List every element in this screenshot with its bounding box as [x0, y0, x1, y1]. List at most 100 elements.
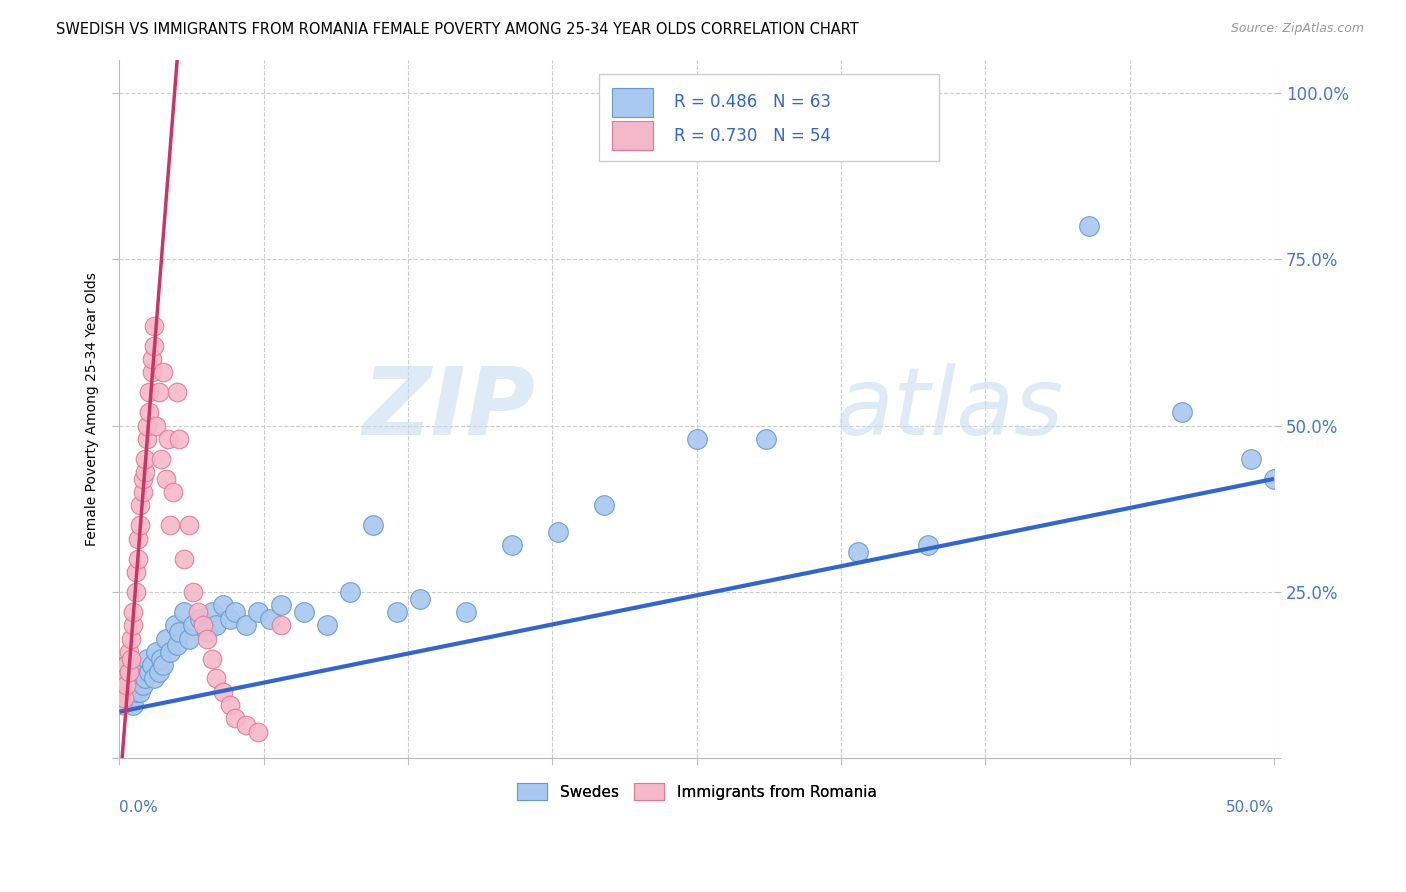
Point — [166, 638, 188, 652]
Point — [191, 618, 214, 632]
Point — [152, 658, 174, 673]
Text: R = 0.486   N = 63: R = 0.486 N = 63 — [673, 94, 831, 112]
Point — [134, 672, 156, 686]
Point — [136, 651, 159, 665]
Text: ZIP: ZIP — [363, 363, 536, 455]
Point — [111, 685, 134, 699]
Point — [162, 485, 184, 500]
Point — [246, 605, 269, 619]
Text: R = 0.730   N = 54: R = 0.730 N = 54 — [673, 127, 831, 145]
Point — [177, 632, 200, 646]
Point — [917, 538, 939, 552]
Point — [129, 499, 152, 513]
Point — [246, 724, 269, 739]
Text: Source: ZipAtlas.com: Source: ZipAtlas.com — [1230, 22, 1364, 36]
Point — [122, 618, 145, 632]
FancyBboxPatch shape — [613, 121, 652, 151]
Point — [111, 685, 134, 699]
Point — [129, 518, 152, 533]
Point — [111, 698, 134, 712]
Point — [138, 665, 160, 679]
Point — [115, 678, 138, 692]
Point — [201, 605, 224, 619]
Point — [118, 665, 141, 679]
Point — [385, 605, 408, 619]
Point — [188, 611, 211, 625]
Point — [127, 551, 149, 566]
Point — [112, 691, 135, 706]
Point — [1170, 405, 1192, 419]
Point — [339, 585, 361, 599]
Point — [136, 418, 159, 433]
Text: 0.0%: 0.0% — [120, 800, 159, 815]
Point — [454, 605, 477, 619]
Point — [148, 665, 170, 679]
Point — [259, 611, 281, 625]
Point — [173, 551, 195, 566]
Point — [122, 605, 145, 619]
Point — [150, 651, 173, 665]
Point — [124, 585, 146, 599]
Point — [177, 518, 200, 533]
Point — [120, 672, 142, 686]
Point — [120, 691, 142, 706]
Point — [270, 599, 292, 613]
Point — [205, 618, 228, 632]
Point — [1240, 451, 1263, 466]
Point — [235, 618, 257, 632]
Point — [131, 472, 153, 486]
Point — [124, 685, 146, 699]
Point — [141, 658, 163, 673]
Point — [156, 432, 179, 446]
Point — [141, 365, 163, 379]
Point — [195, 624, 218, 639]
Point — [292, 605, 315, 619]
Point — [138, 405, 160, 419]
Point — [155, 632, 177, 646]
FancyBboxPatch shape — [613, 87, 652, 117]
Point — [131, 485, 153, 500]
Point — [159, 645, 181, 659]
Point — [270, 618, 292, 632]
Point — [195, 632, 218, 646]
Text: atlas: atlas — [835, 363, 1063, 455]
Point — [134, 465, 156, 479]
Point — [152, 365, 174, 379]
Legend: Swedes, Immigrants from Romania: Swedes, Immigrants from Romania — [510, 777, 883, 806]
Point — [138, 385, 160, 400]
Point — [169, 432, 191, 446]
FancyBboxPatch shape — [599, 73, 939, 161]
Point — [173, 605, 195, 619]
Point — [150, 451, 173, 466]
Point — [122, 678, 145, 692]
Point — [143, 672, 166, 686]
Point — [118, 645, 141, 659]
Point — [148, 385, 170, 400]
Point — [163, 618, 186, 632]
Point — [115, 678, 138, 692]
Point — [120, 651, 142, 665]
Point — [219, 698, 242, 712]
Point — [141, 352, 163, 367]
Point — [112, 672, 135, 686]
Point — [235, 718, 257, 732]
Point — [212, 599, 235, 613]
Point — [115, 658, 138, 673]
Point — [686, 432, 709, 446]
Point — [131, 665, 153, 679]
Point — [224, 605, 246, 619]
Point — [408, 591, 430, 606]
Point — [124, 565, 146, 579]
Point — [145, 645, 167, 659]
Point — [129, 685, 152, 699]
Point — [501, 538, 523, 552]
Point — [145, 418, 167, 433]
Point — [212, 685, 235, 699]
Point — [205, 672, 228, 686]
Point — [112, 672, 135, 686]
Point — [183, 618, 205, 632]
Point — [131, 678, 153, 692]
Point — [593, 499, 616, 513]
Point — [201, 651, 224, 665]
Point — [155, 472, 177, 486]
